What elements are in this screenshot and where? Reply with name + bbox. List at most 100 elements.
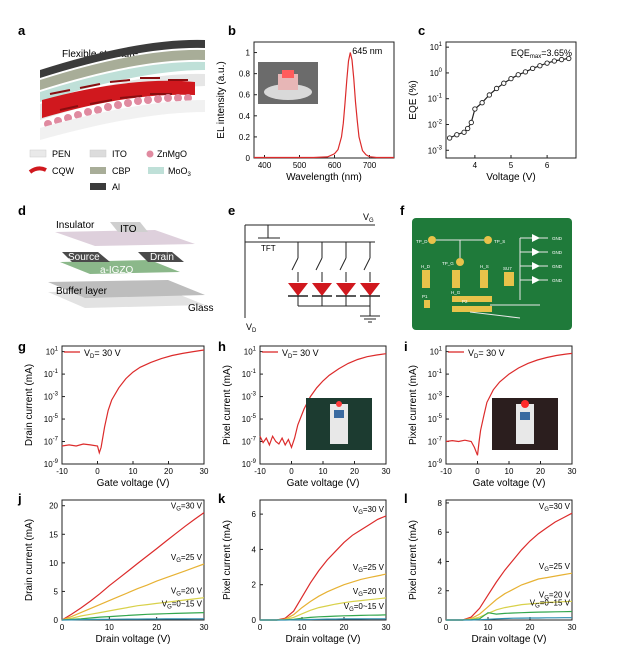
pcb-label-p1: P1 (422, 294, 428, 299)
legend-label-pen: PEN (52, 149, 71, 159)
eqe-annotation-name: EQE (511, 48, 530, 58)
plot-frame-k (259, 499, 387, 621)
series-label-l-3: VG=0~15 V (530, 599, 571, 610)
panel-a: a Flexible structure PEN ITO ZnMgO (18, 23, 205, 192)
label-ito-gate: ITO (120, 224, 137, 235)
y-tick-base-h-3: 10 (242, 393, 251, 402)
cqw-layer (42, 77, 195, 118)
y-tick-exp-g-5: 1 (55, 347, 59, 353)
legend-swatch-cbp (90, 167, 106, 174)
pcb-label-gnd-2: GND (552, 250, 563, 255)
y-tick-base-h-0: 10 (242, 460, 251, 469)
igzo-layer (60, 260, 180, 274)
pcb-label-h-d: H_D (421, 264, 431, 269)
series-label-suffix-j-0: =30 V (181, 502, 203, 511)
label-insulator: Insulator (56, 220, 95, 231)
data-point-c-16 (551, 58, 557, 64)
legend-i: VD= 30 V (448, 348, 505, 360)
series-label-name-j-0: V (171, 502, 177, 511)
x-tick-label-j-1: 10 (105, 623, 114, 632)
y-axis-label-i: Pixel current (mA) (408, 365, 419, 445)
data-point-c-13 (530, 65, 536, 72)
znmgo-layer (44, 94, 192, 128)
series-label-suffix-k-3: =0~15 V (354, 602, 385, 611)
series-line-j-4 (61, 618, 204, 621)
series-line-b-0 (254, 52, 394, 159)
y-tick-exp-g-3: -3 (53, 392, 59, 398)
panel-a-legend: PEN ITO ZnMgO CQW CBP MoO3 Al (28, 149, 192, 192)
x-tick-label-l-1: 10 (484, 623, 493, 632)
panel-letter-b: b (228, 23, 236, 38)
x-tick-label-c-1: 5 (509, 161, 514, 170)
series-label-j-2: VG=20 V (171, 587, 203, 598)
y-tick-label-h-5: 101 (244, 347, 257, 357)
peak-annotation: 645 nm (352, 46, 382, 56)
eqe-annotation: EQEmax=3.65% (511, 48, 572, 60)
series-line-k-4 (260, 618, 386, 621)
x-tick-label-g-0: -10 (56, 467, 68, 476)
pcb-label-gnd-1: GND (552, 236, 563, 241)
pcb-label-su: SU7 (503, 266, 512, 271)
y-tick-exp-i-1: -7 (437, 437, 443, 443)
y-tick-base-c-4: 10 (430, 43, 439, 52)
label-glass: Glass (188, 303, 214, 314)
plot-frame-j (61, 499, 205, 621)
y-tick-label-h-1: 10-7 (242, 437, 257, 447)
legend-label-cbp: CBP (112, 166, 131, 176)
y-tick-exp-h-2: -5 (251, 414, 257, 420)
y-axis-label-j: Drain current (mA) (24, 519, 35, 601)
x-tick-label-k-2: 20 (340, 623, 349, 632)
panel-letter-g: g (18, 339, 26, 354)
plot-frame-l (445, 499, 573, 621)
series-line-j-3 (61, 612, 205, 621)
x-tick-label-b-2: 600 (328, 161, 342, 170)
y-tick-label-i-3: 10-3 (428, 392, 443, 402)
series-label-sub-l-2: G (544, 595, 549, 601)
y-tick-base-g-4: 10 (44, 370, 53, 379)
series-line-i-0 (445, 352, 573, 456)
y-tick-label-l-4: 8 (438, 499, 443, 508)
drain-electrode (138, 252, 184, 262)
x-axis-label-j: Drain voltage (V) (95, 634, 170, 645)
y-tick-exp-i-0: -9 (437, 459, 443, 465)
label-buffer: Buffer layer (56, 286, 108, 297)
x-tick-label-h-1: 0 (289, 467, 294, 476)
legend-swatch-znmgo (146, 150, 154, 158)
y-tick-base-h-5: 10 (244, 348, 253, 357)
insulator-layer (55, 230, 195, 246)
y-tick-label-k-2: 4 (252, 545, 257, 554)
y-tick-label-c-3: 100 (430, 68, 443, 78)
series-label-k-0: VG=30 V (353, 505, 385, 516)
x-tick-label-g-4: 30 (200, 467, 209, 476)
ito-gate (110, 222, 148, 232)
series-label-suffix-l-2: =20 V (549, 590, 571, 599)
y-tick-label-i-2: 10-5 (428, 414, 443, 424)
x-tick-label-i-3: 20 (536, 467, 545, 476)
x-tick-label-g-1: 0 (95, 467, 100, 476)
y-tick-label-c-4: 101 (430, 42, 443, 52)
y-tick-label-k-1: 2 (252, 581, 257, 590)
label-vd: VD (246, 322, 257, 334)
legend-label-cqw: CQW (52, 166, 75, 176)
series-label-sub-j-2: G (176, 592, 181, 598)
data-point-c-0 (446, 135, 453, 141)
panel-letter-k: k (218, 491, 226, 506)
y-tick-label-g-4: 10-1 (44, 369, 59, 379)
y-tick-label-g-0: 10-9 (44, 459, 59, 469)
y-tick-exp-c-1: -2 (437, 119, 443, 125)
y-tick-exp-g-1: -7 (53, 437, 59, 443)
pen-substrate (40, 100, 205, 140)
x-tick-label-l-2: 20 (526, 623, 535, 632)
cbp-layer (40, 49, 205, 90)
y-tick-base-g-3: 10 (44, 393, 53, 402)
series-label-sub-l-0: G (544, 507, 549, 513)
y-tick-base-g-1: 10 (44, 438, 53, 447)
y-tick-base-i-1: 10 (428, 438, 437, 447)
x-tick-label-b-1: 500 (293, 161, 307, 170)
series-line-h-0 (259, 353, 387, 450)
series-line-k-1 (260, 573, 387, 621)
